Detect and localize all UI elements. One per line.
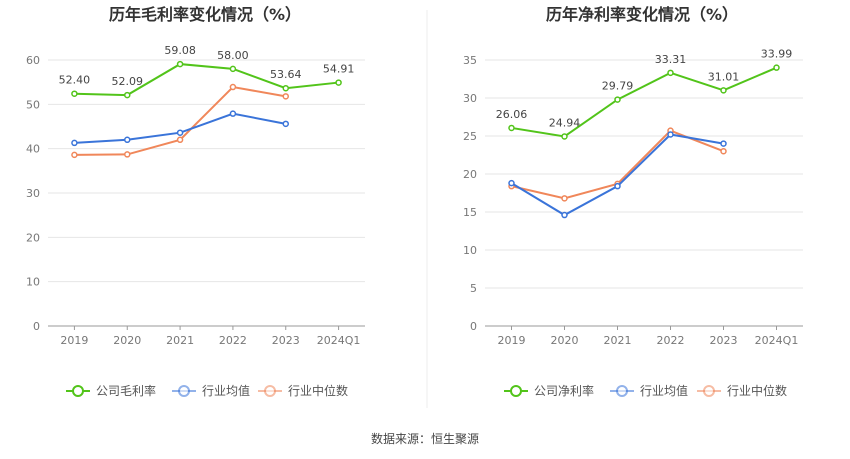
company-point — [508, 124, 515, 132]
industry-median-line — [74, 85, 286, 156]
industry-median-point — [229, 83, 237, 91]
company-line — [511, 66, 777, 138]
x-tick-label: 2021 — [604, 334, 632, 347]
company-point — [229, 65, 237, 73]
industry-median-legend-label: 行业中位数 — [288, 383, 348, 398]
company-point — [773, 64, 780, 71]
industry-median-point — [71, 151, 78, 159]
x-tick-label: 2020 — [551, 334, 579, 347]
x-tick-label: 2024Q1 — [317, 334, 361, 347]
company-point — [561, 133, 568, 140]
industry-mean-point — [614, 182, 621, 190]
industry-median-legend-marker — [703, 385, 715, 397]
company-line — [74, 63, 339, 97]
industry-mean-point — [176, 129, 184, 136]
company-point — [71, 90, 78, 97]
chart-title: 历年毛利率变化情况（%） — [109, 5, 301, 24]
company-legend-marker — [72, 385, 84, 397]
company-data-label: 58.00 — [217, 49, 249, 62]
industry-mean-point — [561, 211, 568, 219]
company-data-label: 26.06 — [496, 108, 528, 121]
industry-mean-point — [667, 131, 674, 138]
y-tick-label: 35 — [463, 54, 477, 67]
industry-mean-point — [508, 179, 515, 187]
company-data-label: 24.94 — [549, 116, 581, 129]
y-tick-label: 25 — [463, 130, 477, 143]
industry-median-point — [176, 136, 184, 144]
x-tick-label: 2022 — [219, 334, 247, 347]
x-tick-label: 2023 — [272, 334, 300, 347]
company-data-label: 52.09 — [112, 75, 144, 88]
x-tick-label: 2022 — [657, 334, 685, 347]
y-tick-label: 50 — [26, 98, 40, 111]
industry-mean-legend-marker — [178, 385, 190, 397]
x-tick-label: 2020 — [113, 334, 141, 347]
industry-median-point — [561, 195, 568, 202]
industry-median-point — [124, 151, 131, 158]
industry-median-point — [720, 147, 727, 155]
data-source-note: 数据来源：恒生聚源 — [371, 431, 479, 446]
y-tick-label: 0 — [470, 320, 477, 333]
industry-median-point — [282, 93, 289, 100]
y-tick-label: 10 — [463, 244, 477, 257]
industry-median-legend-marker — [264, 385, 276, 397]
y-tick-label: 15 — [463, 206, 477, 219]
company-legend-marker — [510, 385, 522, 397]
y-tick-label: 40 — [26, 143, 40, 156]
company-data-label: 33.31 — [655, 53, 687, 66]
company-point — [720, 87, 727, 94]
company-point — [667, 69, 674, 77]
industry-mean-legend-label: 行业均值 — [202, 383, 250, 398]
x-tick-label: 2019 — [498, 334, 526, 347]
chart-title: 历年净利率变化情况（%） — [546, 5, 738, 24]
industry-mean-point — [124, 136, 131, 144]
y-tick-label: 10 — [26, 276, 40, 289]
company-data-label: 54.91 — [323, 63, 355, 76]
industry-mean-point — [720, 140, 727, 147]
y-tick-label: 60 — [26, 54, 40, 67]
company-data-label: 59.08 — [164, 44, 196, 57]
y-tick-label: 20 — [463, 168, 477, 181]
company-point — [282, 84, 289, 92]
x-tick-label: 2021 — [166, 334, 194, 347]
company-point — [614, 96, 621, 103]
industry-mean-line — [510, 133, 724, 217]
x-tick-label: 2023 — [710, 334, 738, 347]
industry-mean-point — [282, 120, 289, 128]
company-point — [335, 79, 342, 86]
company-point — [176, 60, 184, 68]
y-tick-label: 20 — [26, 231, 40, 244]
company-data-label: 52.40 — [59, 74, 91, 87]
company-data-label: 29.79 — [602, 80, 634, 93]
company-legend-label: 公司净利率 — [534, 383, 594, 398]
y-tick-label: 30 — [26, 187, 40, 200]
industry-mean-point — [71, 139, 78, 147]
industry-median-legend-label: 行业中位数 — [727, 383, 787, 398]
industry-mean-legend-marker — [616, 385, 628, 397]
y-tick-label: 0 — [33, 320, 40, 333]
x-tick-label: 2019 — [60, 334, 88, 347]
industry-mean-point — [229, 110, 237, 117]
company-legend-label: 公司毛利率 — [96, 383, 156, 398]
industry-mean-legend-label: 行业均值 — [640, 383, 688, 398]
net-margin-chart: 历年净利率变化情况（%） 0 5 10 15 20 25 30 35 2019 2020 2021 20… — [463, 5, 803, 398]
company-data-label: 31.01 — [708, 70, 740, 83]
y-tick-label: 30 — [463, 92, 477, 105]
company-point — [124, 91, 131, 99]
x-tick-label: 2024Q1 — [755, 334, 799, 347]
y-tick-label: 5 — [470, 282, 477, 295]
company-data-label: 33.99 — [761, 48, 793, 61]
company-data-label: 53.64 — [270, 68, 302, 81]
gross-margin-chart: 历年毛利率变化情况（%） 0 10 20 30 40 50 60 2019 2020 2021 202… — [26, 5, 365, 398]
